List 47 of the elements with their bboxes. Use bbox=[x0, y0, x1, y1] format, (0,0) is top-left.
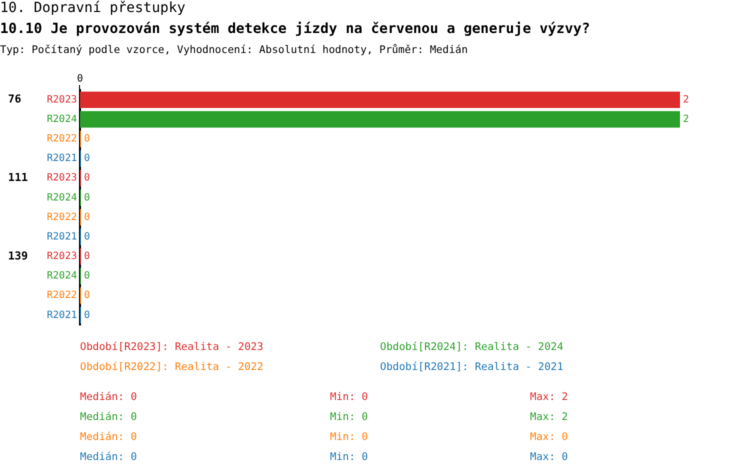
text: Medián: 0 bbox=[80, 431, 137, 443]
data-label: 0 bbox=[84, 212, 90, 223]
text: Max: 2 bbox=[530, 391, 568, 403]
y-tick-label: R2021 bbox=[46, 153, 77, 164]
chart-title: 10. Dopravní přestupky bbox=[0, 0, 186, 16]
text: Medián: 0 bbox=[80, 391, 137, 403]
text: 111 bbox=[8, 170, 28, 184]
data-label: 0 bbox=[84, 153, 90, 164]
chart-subtitle: 10.10 Je provozován systém detekce jízdy na červenou a generuje výzvy? bbox=[0, 21, 590, 37]
text: Období[R2024]: Realita - 2024 bbox=[380, 341, 564, 353]
text: Medián: 0 bbox=[80, 451, 137, 463]
text: Typ: Počítaný podle vzorce, Vyhodnocení: Absolutní hodnoty, Průměr: Medián bbox=[0, 44, 468, 56]
text: Min: 0 bbox=[330, 391, 368, 403]
data-label: 0 bbox=[84, 134, 90, 145]
y-tick-label: R2023 bbox=[46, 251, 77, 262]
text: Max: 0 bbox=[530, 451, 568, 463]
y-tick-label: R2024 bbox=[46, 192, 77, 204]
y-tick-label: R2022 bbox=[46, 212, 77, 223]
y-tick-label: R2022 bbox=[46, 134, 77, 145]
text: Období[R2021]: Realita - 2021 bbox=[380, 361, 564, 373]
data-label: 0 bbox=[84, 290, 90, 302]
y-tick-label: R2023 bbox=[46, 94, 77, 106]
y-tick-label: R2023 bbox=[46, 172, 77, 184]
text: Období[R2023]: Realita - 2023 bbox=[80, 341, 264, 353]
y-tick-label: R2024 bbox=[46, 270, 77, 282]
text: Období[R2022]: Realita - 2022 bbox=[80, 361, 264, 373]
data-label: 2 bbox=[683, 114, 690, 125]
y-tick-label: R2021 bbox=[46, 310, 77, 321]
y-tick-label: R2024 bbox=[46, 114, 77, 125]
data-label: 0 bbox=[84, 251, 90, 262]
text: 0 bbox=[76, 74, 84, 85]
text: Min: 0 bbox=[330, 411, 368, 423]
data-label: 0 bbox=[84, 192, 90, 204]
text: 139 bbox=[8, 249, 28, 262]
text: Max: 0 bbox=[530, 431, 568, 443]
data-label: 0 bbox=[84, 310, 90, 321]
data-label: 0 bbox=[84, 172, 90, 184]
text: Min: 0 bbox=[330, 451, 368, 463]
text: Min: 0 bbox=[330, 431, 368, 443]
y-tick-label: R2021 bbox=[46, 231, 77, 242]
data-label: 0 bbox=[84, 231, 90, 242]
data-label: 0 bbox=[84, 270, 90, 282]
y-tick-label: R2022 bbox=[46, 290, 77, 302]
text: Medián: 0 bbox=[80, 411, 137, 423]
text: 76 bbox=[8, 92, 22, 106]
text: Max: 2 bbox=[530, 411, 568, 423]
data-label: 2 bbox=[683, 94, 690, 106]
